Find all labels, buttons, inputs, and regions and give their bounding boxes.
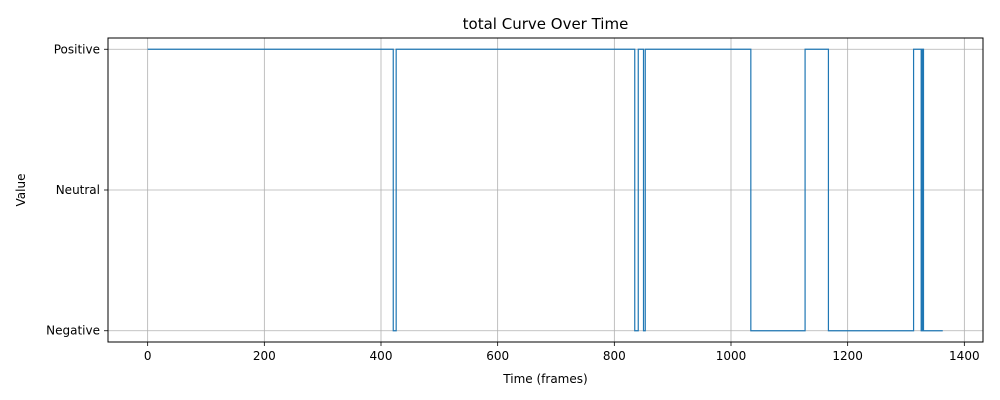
x-tick-label: 1400	[949, 349, 980, 363]
series-layer	[147, 48, 943, 332]
x-tick-label: 200	[253, 349, 276, 363]
x-tick-label: 1000	[716, 349, 747, 363]
x-tick-label: 600	[486, 349, 509, 363]
x-tick-label: 0	[144, 349, 152, 363]
x-tick-label: 800	[603, 349, 626, 363]
grid	[108, 38, 983, 342]
y-tick-label: Neutral	[56, 183, 100, 197]
x-tick-label: 1200	[832, 349, 863, 363]
x-axis-label: Time (frames)	[502, 372, 587, 386]
y-tick-label: Positive	[54, 42, 100, 56]
y-axis-ticks: Negative Neutral Positive	[46, 42, 108, 338]
y-axis-label: Value	[14, 174, 28, 207]
series-line	[147, 48, 943, 332]
y-tick-label: Negative	[46, 324, 100, 338]
x-tick-label: 400	[370, 349, 393, 363]
x-axis-ticks: 0 200 400 600 800 1000 1200 1400	[144, 342, 980, 363]
chart-title: total Curve Over Time	[463, 15, 629, 33]
